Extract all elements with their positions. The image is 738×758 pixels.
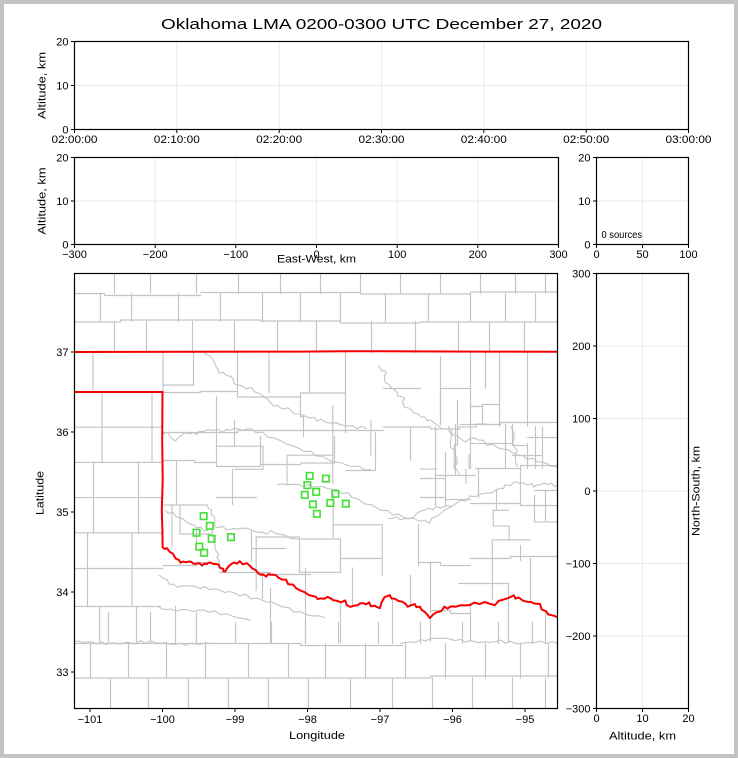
svg-text:East-West, km: East-West, km xyxy=(277,254,356,266)
svg-text:−96: −96 xyxy=(443,714,462,726)
svg-text:36: 36 xyxy=(56,427,68,439)
svg-text:20: 20 xyxy=(56,37,68,49)
svg-text:300: 300 xyxy=(572,269,590,281)
svg-text:100: 100 xyxy=(388,249,406,261)
svg-text:0: 0 xyxy=(584,486,590,498)
svg-text:0: 0 xyxy=(593,713,599,725)
svg-text:20: 20 xyxy=(682,713,694,725)
svg-text:33: 33 xyxy=(56,667,68,679)
svg-text:02:00:00: 02:00:00 xyxy=(52,134,98,146)
svg-text:200: 200 xyxy=(469,249,487,261)
svg-text:50: 50 xyxy=(636,249,648,261)
svg-text:0: 0 xyxy=(62,240,68,252)
svg-text:300: 300 xyxy=(549,249,567,261)
svg-text:02:50:00: 02:50:00 xyxy=(563,134,609,146)
svg-text:−98: −98 xyxy=(298,714,317,726)
svg-text:37: 37 xyxy=(56,347,68,359)
svg-text:−97: −97 xyxy=(371,714,390,726)
svg-text:35: 35 xyxy=(56,507,68,519)
svg-text:−99: −99 xyxy=(226,714,245,726)
svg-text:−100: −100 xyxy=(223,249,248,261)
svg-text:20: 20 xyxy=(578,153,590,165)
svg-text:0: 0 xyxy=(584,240,590,252)
svg-text:0: 0 xyxy=(313,249,319,261)
svg-text:−100: −100 xyxy=(566,559,591,571)
svg-text:200: 200 xyxy=(572,341,590,353)
svg-text:−200: −200 xyxy=(566,631,591,643)
svg-text:02:30:00: 02:30:00 xyxy=(359,134,405,146)
svg-text:10: 10 xyxy=(56,196,68,208)
svg-text:10: 10 xyxy=(578,196,590,208)
svg-text:0 sources: 0 sources xyxy=(602,230,643,241)
svg-text:North-South, km: North-South, km xyxy=(691,446,703,536)
svg-text:10: 10 xyxy=(56,81,68,93)
svg-text:03:00:00: 03:00:00 xyxy=(666,134,712,146)
svg-text:Oklahoma LMA 0200-0300 UTC Dec: Oklahoma LMA 0200-0300 UTC December 27, … xyxy=(161,17,602,33)
svg-text:Longitude: Longitude xyxy=(289,730,345,742)
svg-text:−200: −200 xyxy=(143,249,168,261)
svg-text:02:40:00: 02:40:00 xyxy=(461,134,507,146)
svg-text:−300: −300 xyxy=(566,704,591,716)
svg-text:0: 0 xyxy=(62,125,68,137)
svg-text:−300: −300 xyxy=(62,249,87,261)
svg-text:−101: −101 xyxy=(78,714,103,726)
svg-text:Altitude, km: Altitude, km xyxy=(37,168,49,235)
svg-text:100: 100 xyxy=(679,249,697,261)
svg-text:Latitude: Latitude xyxy=(35,471,47,515)
svg-text:Altitude, km: Altitude, km xyxy=(37,52,49,119)
svg-text:Altitude, km: Altitude, km xyxy=(609,731,676,743)
svg-text:10: 10 xyxy=(636,713,648,725)
svg-text:34: 34 xyxy=(56,587,68,599)
svg-text:−100: −100 xyxy=(150,714,175,726)
svg-text:20: 20 xyxy=(56,153,68,165)
svg-text:0: 0 xyxy=(593,249,599,261)
svg-text:02:10:00: 02:10:00 xyxy=(154,134,200,146)
svg-text:02:20:00: 02:20:00 xyxy=(256,134,302,146)
svg-text:100: 100 xyxy=(572,414,590,426)
svg-text:−95: −95 xyxy=(516,714,535,726)
